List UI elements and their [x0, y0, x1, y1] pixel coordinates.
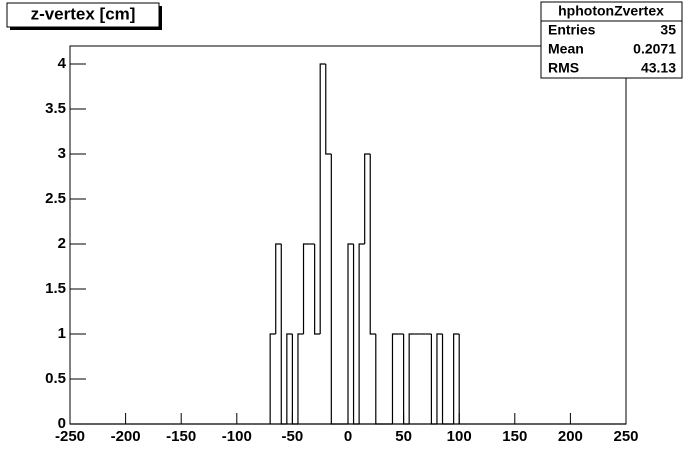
y-tick-label: 2.5 — [45, 190, 66, 207]
x-tick-label: 50 — [395, 428, 412, 445]
histogram-bin — [364, 153, 371, 244]
stats-label: RMS — [548, 60, 579, 76]
title-box — [6, 2, 160, 28]
x-tick-label: -200 — [111, 428, 141, 445]
histogram-bin — [275, 243, 282, 334]
y-tick-label: 1.5 — [45, 280, 66, 297]
x-tick-label: -100 — [222, 428, 252, 445]
x-tick-label: 0 — [344, 428, 352, 445]
y-tick-label: 0 — [58, 415, 66, 432]
stats-title: hphotonZvertex — [558, 3, 664, 19]
histogram-bin — [302, 243, 310, 334]
x-tick-label: 250 — [613, 428, 638, 445]
histogram-bin — [369, 154, 376, 335]
histogram-bin — [319, 63, 326, 334]
y-tick-label: 1 — [58, 325, 66, 342]
stats-value: 0.2071 — [633, 41, 676, 57]
histogram-bin — [269, 333, 276, 424]
x-tick-label: -50 — [282, 428, 304, 445]
histogram-bin — [297, 333, 304, 424]
stats-label: Mean — [548, 41, 584, 57]
histogram-bin — [391, 333, 399, 424]
stats-label: Entries — [548, 22, 596, 38]
histogram-bin — [436, 333, 443, 424]
chart-title: z-vertex [cm] — [31, 4, 136, 23]
x-tick-label: -150 — [166, 428, 196, 445]
x-tick-label: 150 — [502, 428, 527, 445]
histogram-bin — [347, 243, 354, 424]
y-tick-label: 2 — [58, 235, 66, 252]
y-tick-label: 3.5 — [45, 100, 66, 117]
histogram-bin — [286, 333, 293, 424]
x-tick-label: 200 — [558, 428, 583, 445]
stats-box — [540, 1, 683, 79]
x-tick-label: -250 — [55, 428, 85, 445]
histogram-bin — [325, 64, 332, 155]
y-tick-label: 0.5 — [45, 370, 66, 387]
y-tick-label: 4 — [58, 55, 67, 72]
x-tick-label: 100 — [447, 428, 472, 445]
histogram-bin — [314, 244, 321, 335]
histogram-bin — [453, 333, 460, 424]
stats-value: 35 — [660, 22, 676, 38]
y-tick-label: 3 — [58, 145, 66, 162]
stats-value: 43.13 — [641, 60, 676, 76]
histogram-bin — [358, 243, 365, 424]
histogram-bin — [408, 333, 415, 424]
